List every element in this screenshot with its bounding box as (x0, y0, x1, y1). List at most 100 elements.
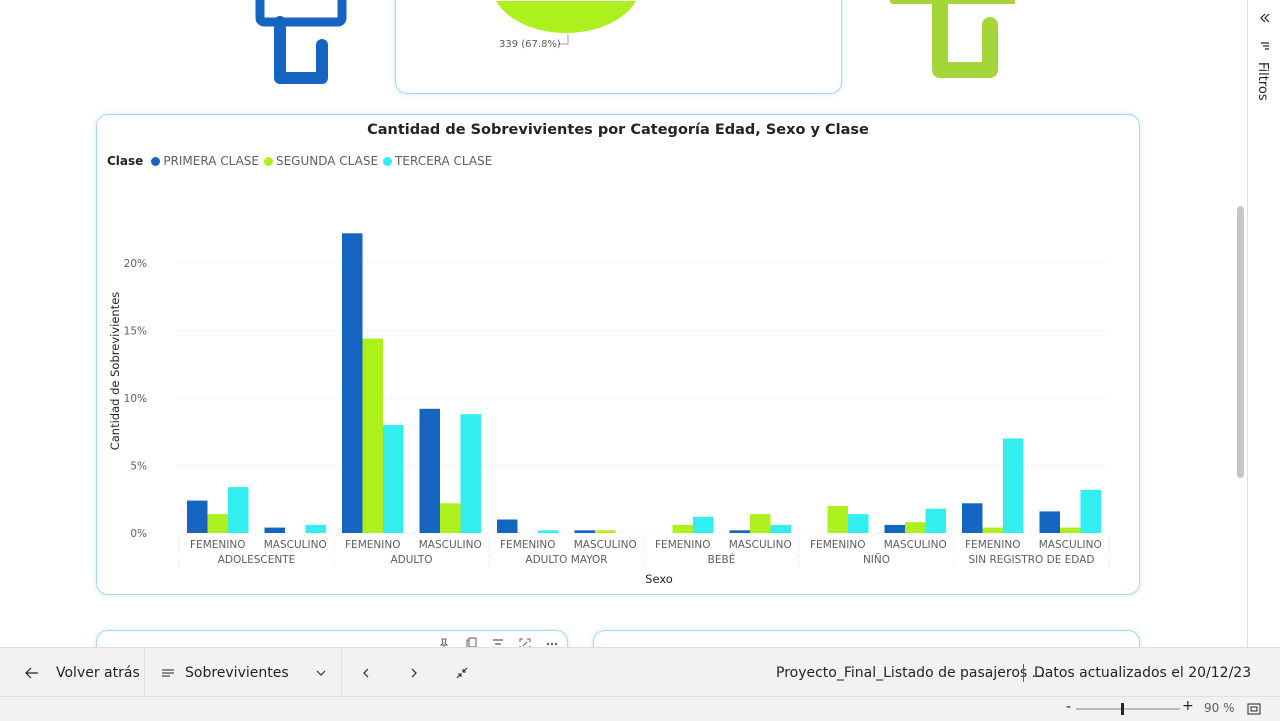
x-tick-label: FEMENINO (500, 539, 555, 551)
bar-segunda-clase (362, 338, 383, 533)
legend-label: PRIMERA CLASE (163, 154, 259, 168)
bar-primera-clase (1039, 511, 1060, 533)
collapse-icon (456, 667, 468, 678)
filter-icon[interactable] (491, 637, 505, 647)
filters-label[interactable]: Filtros (1255, 62, 1270, 101)
legend-item-segunda[interactable]: SEGUNDA CLASE (263, 154, 379, 168)
chevron-right-icon (411, 668, 417, 677)
bar-segunda-clase (207, 514, 228, 533)
bar-segunda-clase (827, 506, 848, 533)
bar-primera-clase (729, 530, 750, 533)
top-left-visual (255, 0, 347, 84)
x-axis-title: Sexo (645, 572, 673, 586)
back-button[interactable]: Volver atrás (24, 648, 140, 697)
bar-tercera-clase (383, 425, 404, 533)
bar-tercera-clase (228, 487, 249, 533)
y-tick-label: 10% (124, 393, 147, 405)
x-tick-label: MASCULINO (574, 539, 637, 551)
y-tick-label: 5% (130, 461, 147, 473)
zoom-slider-thumb[interactable] (1121, 703, 1124, 715)
legend-label: SEGUNDA CLASE (275, 154, 379, 168)
exit-fullscreen-button[interactable] (455, 648, 469, 697)
top-right-visual (890, 0, 1015, 78)
bottom-right-card[interactable] (593, 630, 1140, 647)
divider (144, 648, 145, 697)
x-tick-label: MASCULINO (729, 539, 792, 551)
report-canvas: 339 (67.8%) Cantidad de Sobrevivientes p… (96, 0, 1244, 647)
vertical-scrollbar-thumb[interactable] (1237, 206, 1244, 478)
page-list-icon (162, 668, 174, 677)
x-tick-label: MASCULINO (419, 539, 482, 551)
x-group-label: BEBÉ (708, 553, 736, 566)
page-selector[interactable]: Sobrevivientes (161, 648, 327, 697)
bar-segunda-clase (595, 530, 616, 533)
chart-legend: Clase PRIMERA CLASE SEGUNDA CLASE TERCER… (107, 154, 497, 168)
chevron-down-icon (316, 670, 326, 676)
x-group-label: NIÑO (863, 553, 890, 566)
bar-tercera-clase (460, 414, 481, 533)
divider (1023, 664, 1024, 682)
legend-dot (151, 156, 161, 166)
pie-leader-line (558, 34, 569, 45)
x-tick-label: FEMENINO (190, 539, 245, 551)
x-group-label: SIN REGISTRO DE EDAD (969, 554, 1095, 566)
x-tick-label: FEMENINO (655, 539, 710, 551)
fit-to-page-icon[interactable] (1247, 703, 1261, 715)
pin-icon[interactable] (437, 637, 451, 647)
more-options-icon[interactable] (545, 637, 559, 647)
bar-primera-clase (419, 408, 440, 533)
bar-segunda-clase (440, 503, 461, 533)
zoom-out-button[interactable]: - (1066, 699, 1072, 715)
next-page-button[interactable] (408, 648, 420, 697)
chart-title: Cantidad de Sobrevivientes por Categoría… (367, 122, 869, 138)
bar-primera-clase (497, 519, 518, 533)
bar-tercera-clase (1080, 489, 1101, 533)
bar-primera-clase (962, 503, 983, 533)
bar-tercera-clase (693, 516, 714, 533)
previous-page-button[interactable] (360, 648, 372, 697)
pie-slice (496, 1, 636, 34)
filter-funnel-icon (1261, 42, 1269, 50)
zoom-slider[interactable] (1076, 701, 1180, 717)
x-tick-label: MASCULINO (884, 539, 947, 551)
bottom-left-card[interactable] (96, 630, 568, 647)
x-tick-label: MASCULINO (264, 539, 327, 551)
pie-card[interactable]: 339 (67.8%) (395, 0, 842, 94)
bar-primera-clase (187, 500, 208, 533)
y-axis-title: Cantidad de Sobrevivientes (108, 292, 122, 451)
y-tick-label: 0% (130, 528, 147, 540)
x-group-label: ADULTO (390, 554, 432, 566)
x-group-label: ADOLESCENTE (218, 554, 296, 566)
status-bar: - + 90 % (0, 696, 1280, 721)
focus-mode-icon[interactable] (518, 637, 532, 647)
bar-primera-clase (264, 527, 285, 533)
visual-header-toolbar (437, 633, 559, 647)
copy-icon[interactable] (464, 637, 478, 647)
survivors-chart-card[interactable]: Cantidad de Sobrevivientes por Categoría… (96, 114, 1140, 595)
legend-item-tercera[interactable]: TERCERA CLASE (383, 154, 492, 168)
x-tick-label: FEMENINO (345, 539, 400, 551)
bar-tercera-clase (848, 514, 869, 533)
legend-dot (263, 156, 273, 166)
legend-item-primera[interactable]: PRIMERA CLASE (151, 154, 259, 168)
bar-segunda-clase (1060, 527, 1081, 533)
bar-segunda-clase (672, 524, 693, 533)
bottom-navigation-bar: Volver atrás Sobrevivientes Proyecto_Fin… (0, 647, 1280, 697)
bar-chart-plot: 0% 5% 10% 15% 20% Cantidad de Sobrevivientes F… (108, 233, 1110, 586)
legend-dot (383, 156, 393, 166)
bar-segunda-clase (982, 527, 1003, 533)
bar-primera-clase (342, 233, 363, 534)
pie-data-label: 339 (67.8%) (499, 39, 561, 50)
filters-pane[interactable] (1247, 0, 1280, 647)
chevron-left-icon (363, 668, 369, 677)
zoom-level: 90 % (1204, 701, 1235, 715)
zoom-in-button[interactable]: + (1182, 698, 1194, 714)
bar-primera-clase (884, 524, 905, 533)
x-group-label: ADULTO MAYOR (525, 554, 607, 566)
legend-title: Clase (107, 154, 144, 168)
legend-label: TERCERA CLASE (395, 154, 493, 168)
pie-chart (496, 1, 636, 45)
x-tick-label: MASCULINO (1039, 539, 1102, 551)
collapse-pane-icon[interactable] (1259, 12, 1271, 24)
x-tick-label: FEMENINO (810, 539, 865, 551)
